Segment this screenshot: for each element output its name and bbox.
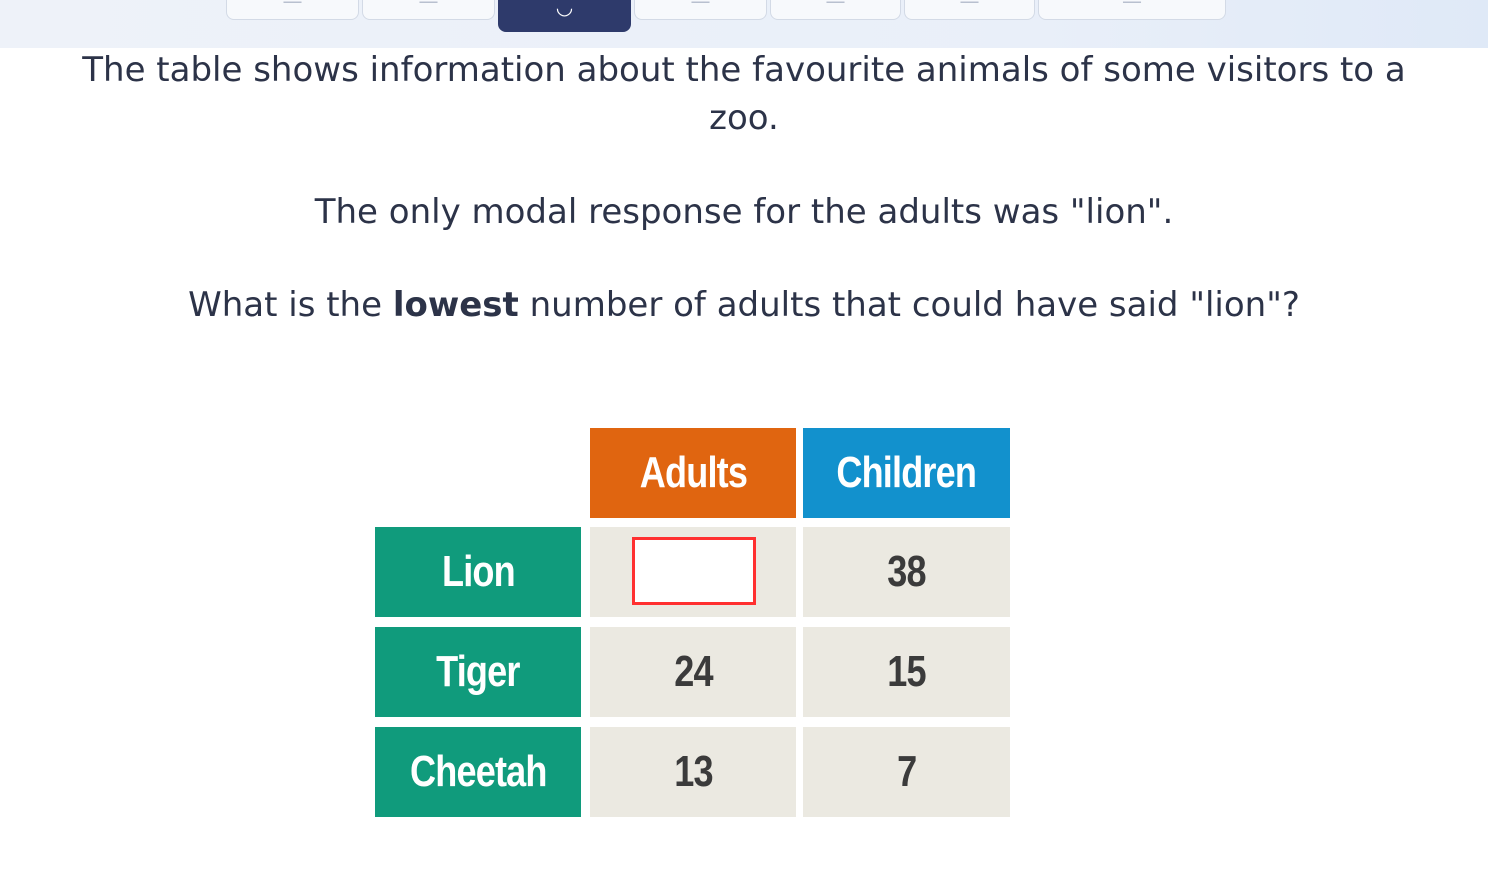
tiger-children-value: 15 <box>887 647 926 696</box>
tiger-adults-cell: 24 <box>590 627 796 717</box>
lion-children-value: 38 <box>887 547 926 596</box>
question-tab-2[interactable]: — <box>362 0 495 20</box>
question-text-line-2: zoo. <box>709 98 779 138</box>
tab-5-label: — <box>825 0 846 13</box>
adults-column-header: Adults <box>590 428 796 518</box>
cheetah-children-cell: 7 <box>803 727 1010 817</box>
question-statement: The only modal response for the adults w… <box>314 192 1174 232</box>
tab-6-label: — <box>959 0 980 13</box>
tab-4-label: — <box>690 0 711 13</box>
question-prompt: What is the lowest number of adults that… <box>0 283 1488 327</box>
tab-2-label: — <box>418 0 439 13</box>
cheetah-label: Cheetah <box>409 747 547 796</box>
question-tab-5[interactable]: — <box>770 0 901 20</box>
prompt-emphasis: lowest <box>392 285 519 325</box>
children-header-label: Children <box>836 448 978 497</box>
tab-3-label: ◡ <box>555 0 574 19</box>
children-column-header: Children <box>803 428 1010 518</box>
tab-1-label: — <box>282 0 303 13</box>
prompt-text-start: What is the <box>188 285 393 325</box>
tab-7-label: — <box>1122 0 1142 13</box>
cheetah-adults-cell: 13 <box>590 727 796 817</box>
cheetah-adults-value: 13 <box>673 747 713 796</box>
tiger-adults-value: 24 <box>673 647 713 696</box>
question-tab-6[interactable]: — <box>904 0 1035 20</box>
question-tab-3-active[interactable]: ◡ <box>498 0 631 32</box>
row-header-lion: Lion <box>375 527 581 617</box>
tiger-children-cell: 15 <box>803 627 1010 717</box>
adults-header-label: Adults <box>639 448 747 497</box>
top-navigation-band: — — ◡ — — — — <box>0 0 1488 48</box>
question-tab-7[interactable]: — <box>1038 0 1226 20</box>
prompt-text-end: number of adults that could have said "l… <box>518 285 1300 325</box>
question-tab-4[interactable]: — <box>634 0 767 20</box>
tiger-label: Tiger <box>436 647 520 696</box>
row-header-tiger: Tiger <box>375 627 581 717</box>
lion-adults-answer-input[interactable] <box>632 537 756 605</box>
lion-children-cell: 38 <box>803 527 1010 617</box>
cheetah-children-value: 7 <box>896 747 917 796</box>
row-header-cheetah: Cheetah <box>375 727 581 817</box>
question-tab-1[interactable]: — <box>226 0 359 20</box>
lion-label: Lion <box>441 547 516 596</box>
question-text-line-1: The table shows information about the fa… <box>82 50 1406 90</box>
